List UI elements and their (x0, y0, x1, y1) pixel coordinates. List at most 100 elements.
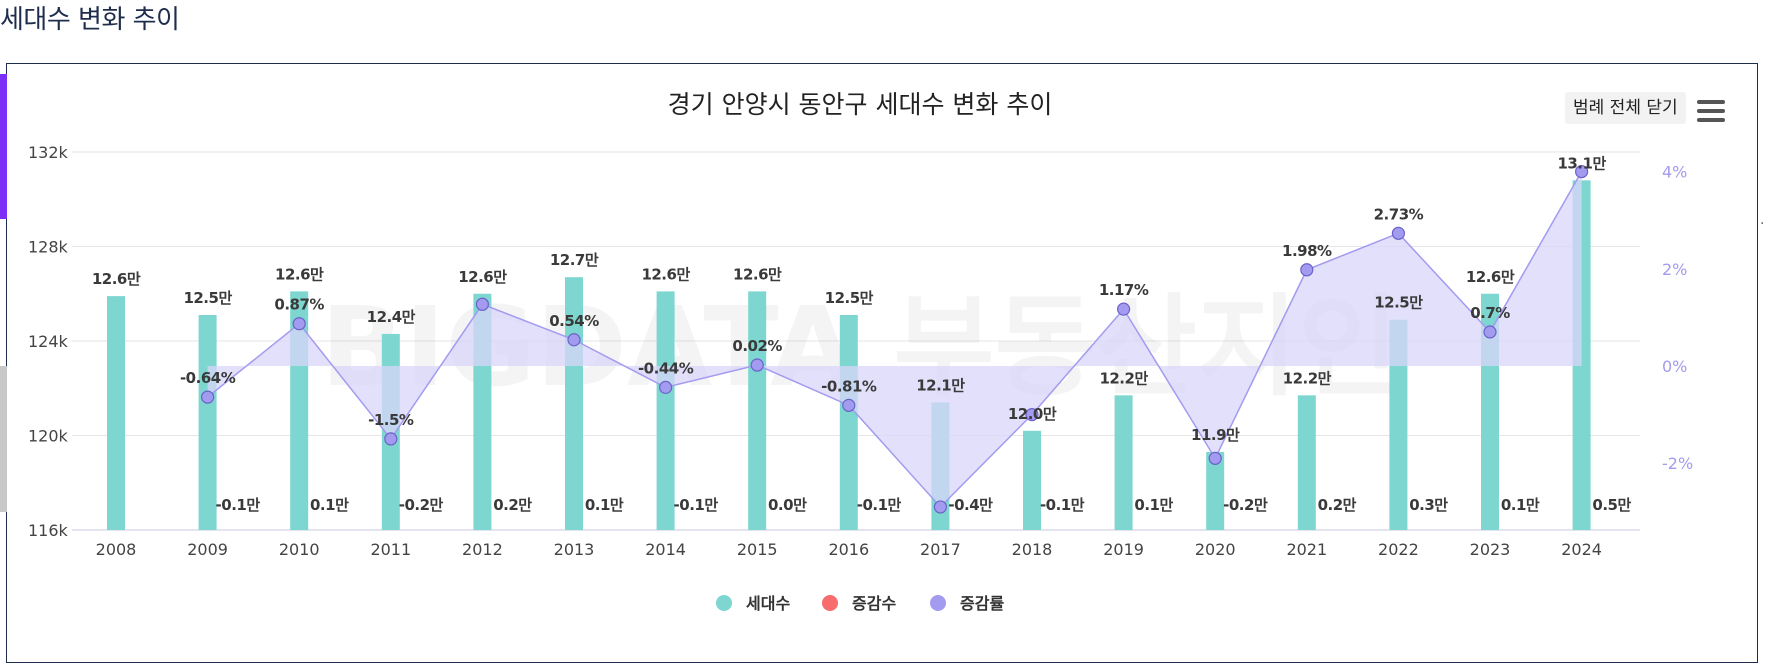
x-tick-label: 2022 (1378, 540, 1419, 559)
legend-marker (822, 595, 838, 611)
household-bar (1297, 395, 1316, 530)
household-data-label: 12.6만 (92, 270, 141, 288)
y-right-tick-label: 2% (1662, 260, 1687, 279)
change-count-data-label: 0.1만 (585, 496, 624, 514)
household-data-label: 12.5만 (825, 289, 874, 307)
legend-label: 증감수 (852, 594, 896, 613)
legend-label: 증감률 (960, 594, 1004, 613)
x-tick-label: 2009 (187, 540, 228, 559)
change-rate-point (1208, 451, 1222, 465)
x-tick-label: 2018 (1012, 540, 1053, 559)
change-count-data-label: 0.1만 (1134, 496, 1173, 514)
side-scroll-bar[interactable] (0, 366, 7, 512)
y-left-tick-label: 128k (28, 238, 69, 257)
change-rate-data-label: -0.64% (180, 369, 236, 387)
y-left-tick-label: 132k (28, 143, 69, 162)
household-data-label: 12.2만 (1283, 369, 1332, 387)
household-data-label: 12.0만 (1008, 405, 1057, 423)
household-data-label: 12.6만 (458, 268, 507, 286)
x-tick-label: 2021 (1286, 540, 1327, 559)
edge-tick-mark: · (1760, 216, 1765, 232)
household-bar (198, 315, 217, 530)
household-bar (656, 291, 675, 530)
change-count-data-label: -0.2만 (1223, 496, 1268, 514)
household-data-label: 12.5만 (183, 289, 232, 307)
legend-label: 세대수 (746, 594, 790, 613)
legend-marker (930, 595, 946, 611)
change-count-data-label: -0.1만 (1040, 496, 1085, 514)
change-count-data-label: 0.3만 (1409, 496, 1448, 514)
legend-toggle-button[interactable]: 범례 전체 닫기 (1565, 92, 1686, 124)
change-rate-point (658, 380, 673, 394)
change-rate-point (567, 333, 581, 347)
household-data-label: 11.9만 (1191, 426, 1240, 444)
x-tick-label: 2008 (96, 540, 137, 559)
change-count-data-label: 0.1만 (310, 496, 349, 514)
side-accent-bar (0, 74, 7, 219)
change-count-data-label: 0.1만 (1501, 496, 1540, 514)
x-tick-label: 2013 (554, 540, 595, 559)
x-tick-label: 2015 (737, 540, 778, 559)
x-tick-label: 2010 (279, 540, 320, 559)
change-rate-point (1025, 408, 1039, 422)
change-rate-point (933, 500, 948, 514)
change-count-data-label: -0.1만 (674, 496, 719, 514)
change-rate-point (475, 297, 489, 311)
change-rate-data-label: -0.81% (821, 377, 877, 395)
household-data-label: 12.6만 (733, 265, 782, 283)
change-count-data-label: 0.5만 (1592, 496, 1631, 514)
change-count-data-label: 0.2만 (1318, 496, 1357, 514)
x-tick-label: 2019 (1103, 540, 1144, 559)
x-tick-label: 2011 (370, 540, 411, 559)
change-rate-data-label: 0.54% (549, 312, 599, 330)
household-bar (1023, 430, 1041, 530)
x-tick-label: 2012 (462, 540, 503, 559)
change-count-data-label: -0.1만 (216, 496, 261, 514)
change-rate-data-label: 1.17% (1099, 281, 1149, 299)
change-rate-data-label: -1.5% (368, 411, 414, 429)
household-data-label: 12.5만 (1374, 294, 1423, 312)
change-rate-line (207, 171, 1583, 509)
change-rate-data-label: 0.02% (732, 337, 782, 355)
household-bar (839, 315, 858, 530)
change-rate-point (1483, 325, 1497, 339)
y-right-tick-label: 0% (1662, 357, 1687, 376)
change-count-data-label: -0.2만 (399, 496, 444, 514)
change-rate-data-label: -0.44% (638, 359, 694, 377)
change-rate-data-label: 2.73% (1374, 205, 1424, 223)
change-rate-point (1391, 226, 1406, 240)
household-bar (1114, 395, 1133, 530)
household-data-label: 12.7만 (550, 251, 599, 269)
legend-marker (716, 595, 732, 611)
y-left-tick-label: 120k (28, 427, 69, 446)
household-bar (748, 291, 767, 530)
change-rate-point (750, 358, 764, 372)
change-rate-data-label: 1.98% (1282, 242, 1332, 260)
household-data-label: 12.6만 (275, 265, 324, 283)
household-bar (107, 296, 125, 530)
household-data-label: 12.4만 (367, 308, 416, 326)
household-data-label: 12.6만 (641, 265, 690, 283)
household-bar (1389, 319, 1408, 530)
change-rate-area (207, 171, 1582, 507)
change-rate-point (292, 317, 306, 331)
household-data-label: 12.1만 (916, 376, 965, 394)
change-rate-point (384, 432, 398, 446)
x-tick-label: 2023 (1470, 540, 1511, 559)
change-rate-data-label: 0.7% (1470, 304, 1510, 322)
change-count-data-label: -0.1만 (857, 496, 902, 514)
change-rate-point (1574, 165, 1589, 179)
household-data-label: 13.1만 (1557, 154, 1606, 172)
x-tick-label: 2016 (828, 540, 869, 559)
y-left-tick-label: 124k (28, 332, 69, 351)
change-count-data-label: 0.0만 (768, 496, 807, 514)
y-right-tick-label: 4% (1662, 163, 1687, 182)
hamburger-menu-icon[interactable] (1697, 100, 1725, 122)
household-bar (1206, 452, 1225, 530)
change-rate-point (1300, 263, 1314, 277)
x-tick-label: 2014 (645, 540, 686, 559)
change-rate-point (842, 398, 856, 412)
x-tick-label: 2024 (1561, 540, 1602, 559)
change-count-data-label: 0.2만 (493, 496, 532, 514)
